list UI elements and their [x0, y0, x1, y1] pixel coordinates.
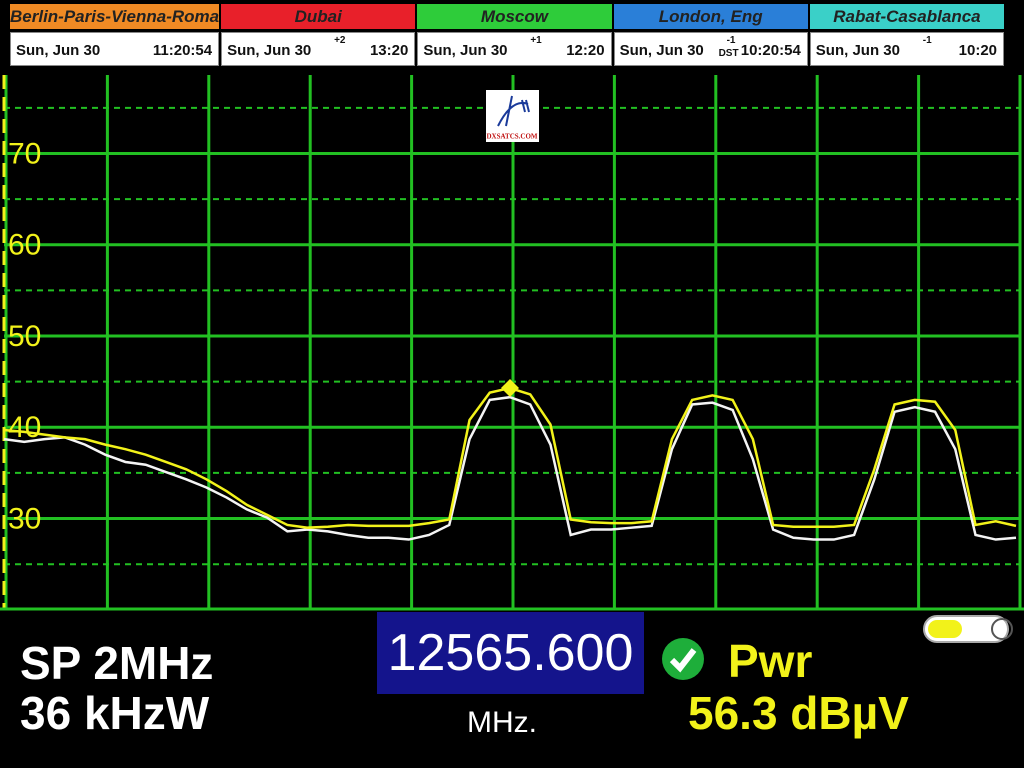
span: SP 2MHz	[20, 637, 214, 689]
y-tick-label: 40	[8, 411, 41, 444]
clock: London, Eng Sun, Jun 30 -1 DST 10:20:54	[613, 4, 808, 66]
clock-time: 10:20	[958, 42, 998, 59]
logo-bg	[486, 90, 539, 142]
clock-city: Moscow	[417, 4, 612, 29]
clock-city: Berlin-Paris-Vienna-Roma	[10, 4, 220, 29]
frequency: 12565.600	[377, 612, 644, 694]
peak-marker	[501, 379, 519, 398]
clock-time: 10:20:54	[740, 42, 801, 59]
clock-date: Sun, Jun 30	[227, 42, 312, 59]
clock-date: Sun, Jun 30	[423, 42, 508, 59]
clock-city: Rabat-Casablanca	[809, 4, 1005, 29]
y-tick-label: 80	[8, 46, 41, 79]
clock-time: 11:20:54	[152, 42, 213, 59]
clock-body: Sun, Jun 30 11:20:54	[10, 32, 220, 66]
clock-date: Sun, Jun 30	[16, 42, 101, 59]
y-tick-label: 60	[8, 229, 41, 262]
clock-city: Dubai	[221, 4, 416, 29]
clock-city: London, Eng	[613, 4, 808, 29]
frequency-unit: MHz.	[467, 706, 537, 739]
bandwidth: 36 kHzW	[20, 687, 210, 739]
clock-date: Sun, Jun 30	[815, 42, 900, 59]
clock-offset: -1	[726, 35, 736, 46]
clock-body: Sun, Jun 30 +2 13:20	[221, 32, 416, 66]
logo-dish	[497, 95, 530, 127]
battery-icon	[923, 615, 1013, 643]
world-clocks: Berlin-Paris-Vienna-Roma Sun, Jun 30 11:20…	[10, 4, 1005, 66]
clock-date: Sun, Jun 30	[619, 42, 704, 59]
clock-offset: -1	[922, 35, 932, 46]
logo-text: DXSATCS.COM	[486, 133, 537, 141]
power: 56.3 dBµV	[688, 687, 909, 739]
clock: Dubai Sun, Jun 30 +2 13:20	[221, 4, 416, 66]
clock-body: Sun, Jun 30 -1 DST 10:20:54	[613, 32, 808, 66]
clock-time: 13:20	[369, 42, 409, 59]
y-tick-label: 50	[8, 320, 41, 353]
clock-time: 12:20	[566, 42, 605, 59]
clock: Rabat-Casablanca Sun, Jun 30 -1 10:20	[809, 4, 1005, 66]
trace	[3, 395, 1017, 541]
lock-icon	[662, 638, 704, 680]
clock-body: Sun, Jun 30 -1 10:20	[809, 32, 1005, 66]
clock: Moscow Sun, Jun 30 +1 12:20	[417, 4, 612, 66]
clock: Berlin-Paris-Vienna-Roma Sun, Jun 30 11:20…	[10, 4, 220, 66]
logo: DXSATCS.COM	[486, 90, 539, 142]
y-tick-label: 70	[8, 137, 41, 170]
clock-dst: DST	[718, 48, 739, 59]
clock-offset: +1	[530, 35, 542, 46]
clock-offset: +2	[334, 35, 346, 46]
clock-body: Sun, Jun 30 +1 12:20	[417, 32, 612, 66]
y-tick-label: 30	[8, 502, 41, 535]
power-label: Pwr	[728, 635, 813, 687]
